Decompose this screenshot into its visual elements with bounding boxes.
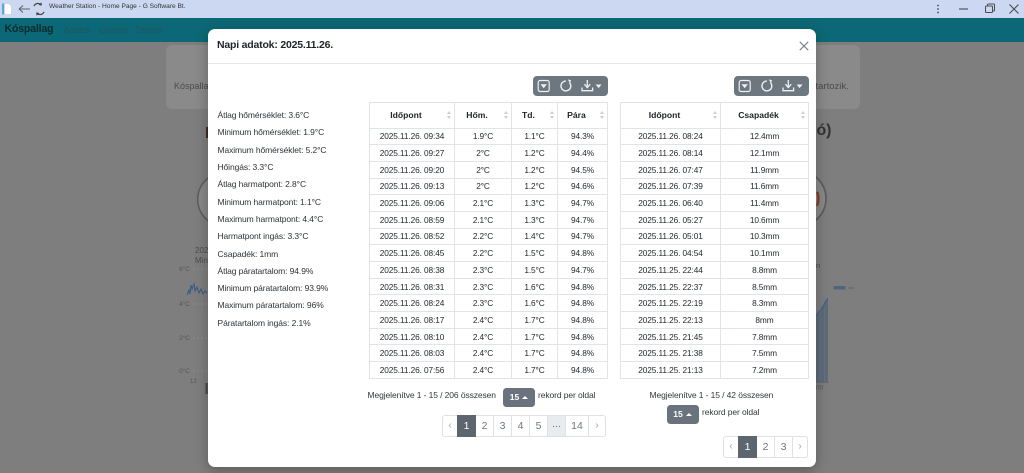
svg-text:12: 12: [190, 379, 197, 385]
svg-text:4°C: 4°C: [179, 300, 190, 308]
svg-text:6°C: 6°C: [179, 265, 190, 273]
svg-text:2°C: 2°C: [179, 334, 190, 342]
svg-text:2025: 2025: [195, 246, 213, 255]
svg-text:n: n: [816, 261, 820, 270]
svg-text:Min: Min: [195, 256, 208, 265]
svg-text:0°C: 0°C: [179, 367, 190, 375]
svg-text:00: 00: [816, 385, 824, 392]
